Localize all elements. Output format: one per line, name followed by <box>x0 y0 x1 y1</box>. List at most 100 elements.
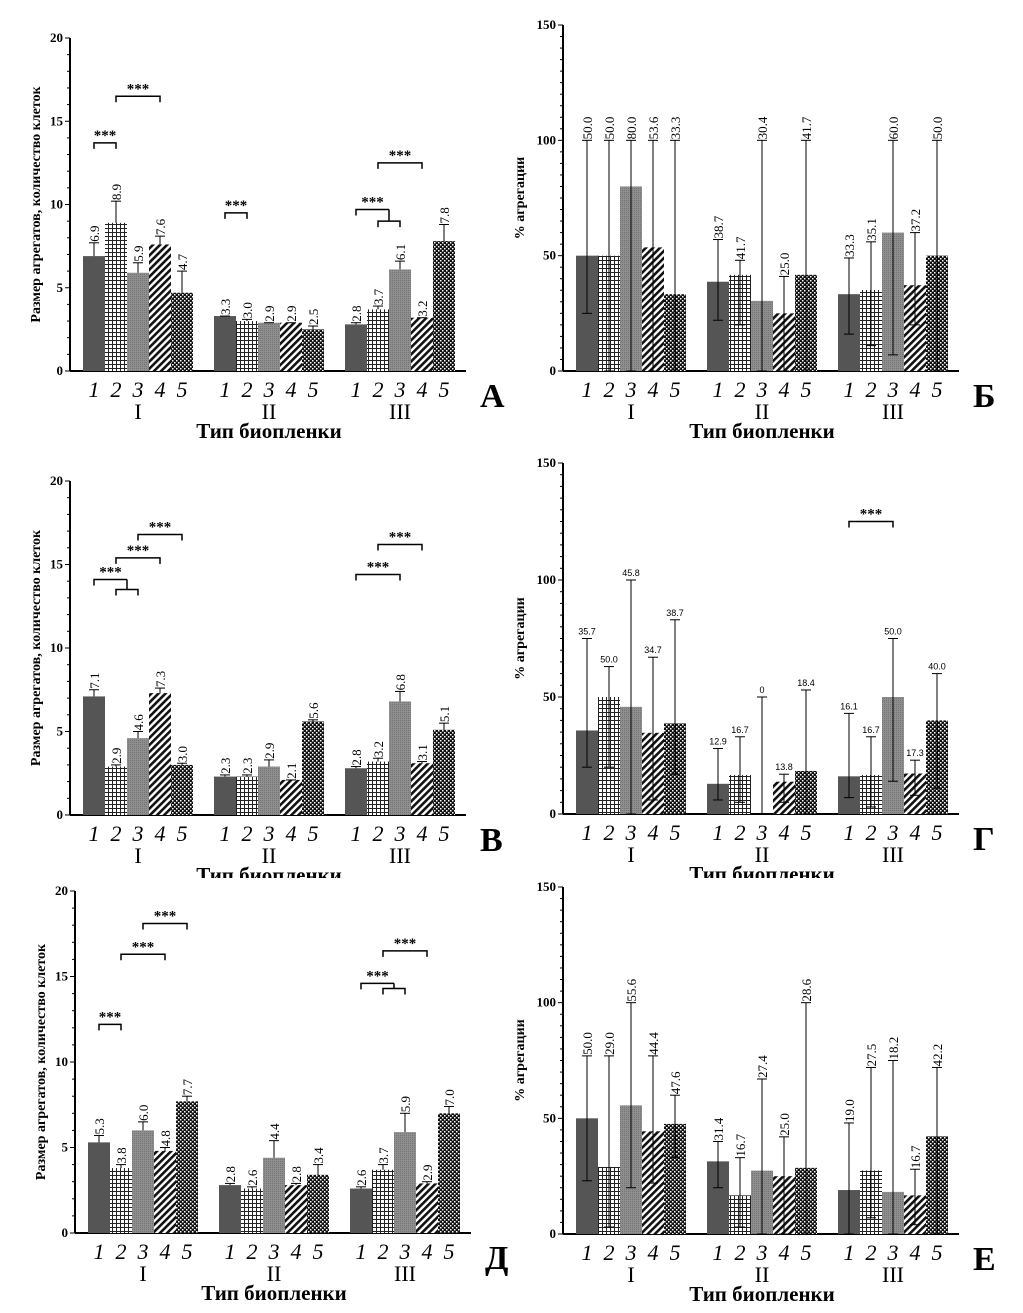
value-label: 35.7 <box>578 627 596 637</box>
significance-stars: *** <box>149 519 172 535</box>
value-label: 18.2 <box>886 1037 901 1060</box>
value-label: 28.6 <box>799 978 814 1001</box>
value-label: 2.9 <box>262 743 277 759</box>
value-label: 38.7 <box>666 608 684 618</box>
y-axis-title: Размер агрегатов, количество клеток <box>34 943 49 1180</box>
significance-stars: *** <box>99 1009 122 1025</box>
bar <box>88 1142 110 1233</box>
value-label: 16.7 <box>731 725 749 735</box>
significance-bracket <box>355 573 401 581</box>
value-label: 2.9 <box>262 305 277 321</box>
x-category-label: 1 <box>89 821 100 846</box>
y-tick-label: 100 <box>537 572 557 587</box>
x-category-label: 1 <box>220 821 231 846</box>
x-category-label: 3 <box>263 377 275 402</box>
x-category-label: 5 <box>932 377 943 402</box>
y-tick-label: 100 <box>537 995 557 1010</box>
x-category-label: 2 <box>604 820 615 845</box>
y-tick-label: 50 <box>543 248 556 263</box>
bar <box>345 324 367 371</box>
value-label: 7.0 <box>442 1089 457 1105</box>
value-label: 53.6 <box>646 116 661 139</box>
x-category-label: 1 <box>582 1240 593 1265</box>
y-tick-label: 10 <box>55 1054 68 1069</box>
bar <box>83 696 105 815</box>
x-category-label: 3 <box>263 821 275 846</box>
chart-panel-3: 0 5 10 15 20 Размер агрегатов, количество кле… <box>0 440 512 887</box>
x-category-label: 1 <box>89 377 100 402</box>
x-category-label: 3 <box>625 377 637 402</box>
x-category-label: 4 <box>291 1239 302 1264</box>
significance-sub-bracket <box>115 579 139 596</box>
y-tick-label: 5 <box>57 724 64 739</box>
x-category-label: 3 <box>756 377 768 402</box>
x-category-label: 5 <box>670 377 681 402</box>
value-label: 25.0 <box>777 1113 792 1136</box>
bar <box>433 241 455 371</box>
value-label: 6.0 <box>136 1105 151 1121</box>
significance-bracket <box>98 1023 122 1031</box>
value-label: 2.8 <box>223 1166 238 1182</box>
chart-svg: 0 50 100 150 % агрегации 50.0 1 29.0 2 55.6 3 44.4 4… <box>513 879 996 1306</box>
value-label: 3.7 <box>376 1147 391 1164</box>
bar <box>285 1185 307 1233</box>
significance-stars: *** <box>389 529 412 545</box>
x-category-label: 2 <box>378 1239 389 1264</box>
x-category-label: 3 <box>887 377 899 402</box>
significance-stars: *** <box>99 565 122 581</box>
bar <box>149 244 171 371</box>
x-category-label: 4 <box>155 377 166 402</box>
bar <box>302 721 324 815</box>
x-category-label: 3 <box>756 1240 768 1265</box>
bar <box>389 701 411 815</box>
x-group-label: I <box>627 399 634 424</box>
bar <box>411 317 433 371</box>
value-label: 7.8 <box>437 207 452 223</box>
value-label: 4.7 <box>175 253 190 270</box>
x-category-label: 5 <box>177 821 188 846</box>
panel-letter: А <box>480 378 505 415</box>
significance-stars: *** <box>127 81 150 97</box>
y-tick-label: 100 <box>537 132 557 147</box>
x-category-label: 3 <box>394 821 406 846</box>
x-group-label: I <box>627 842 634 867</box>
significance-bracket <box>120 953 166 961</box>
x-category-label: 4 <box>648 820 659 845</box>
x-category-label: 3 <box>625 820 637 845</box>
x-group-label: II <box>755 1262 770 1287</box>
x-category-label: 1 <box>94 1239 105 1264</box>
panel-letter: Б <box>973 378 995 415</box>
x-category-label: 5 <box>308 821 319 846</box>
y-tick-label: 0 <box>57 807 64 822</box>
bar <box>241 1188 263 1233</box>
value-label: 2.1 <box>284 763 299 779</box>
x-group-label: I <box>139 1261 146 1286</box>
significance-stars: *** <box>860 507 883 523</box>
value-label: 0 <box>759 685 764 695</box>
bar <box>367 761 389 815</box>
y-tick-label: 10 <box>50 640 63 655</box>
value-label: 34.7 <box>644 645 662 655</box>
significance-stars: *** <box>127 543 150 559</box>
value-label: 19.0 <box>842 1099 857 1122</box>
x-category-label: 3 <box>399 1239 411 1264</box>
x-axis-title: Тип биопленки <box>196 419 342 438</box>
x-category-label: 4 <box>286 821 297 846</box>
x-category-label: 5 <box>313 1239 324 1264</box>
x-category-label: 2 <box>604 377 615 402</box>
y-tick-label: 150 <box>537 879 557 894</box>
y-tick-label: 0 <box>550 1226 557 1241</box>
value-label: 2.6 <box>354 1169 369 1186</box>
value-label: 2.3 <box>218 758 233 774</box>
y-tick-label: 5 <box>62 1140 69 1155</box>
value-label: 4.4 <box>267 1123 282 1140</box>
value-label: 5.3 <box>92 1118 107 1134</box>
x-group-label: III <box>882 842 904 867</box>
panel-letter: Д <box>485 1240 508 1277</box>
value-label: 45.8 <box>622 568 640 578</box>
x-category-label: 3 <box>887 1240 899 1265</box>
value-label: 4.6 <box>131 714 146 731</box>
